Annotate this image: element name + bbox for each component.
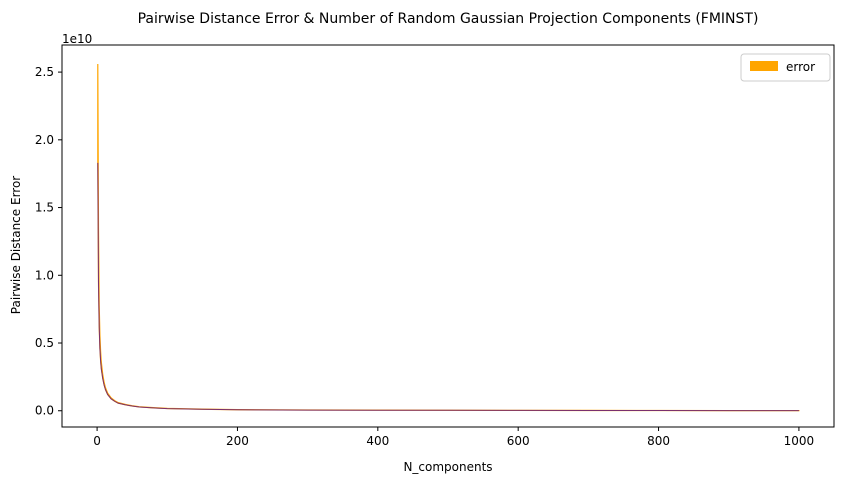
y-axis-label: Pairwise Distance Error bbox=[9, 176, 23, 315]
y-tick-label: 0.0 bbox=[35, 404, 54, 418]
y-axis-ticks: 0.0 0.5 1.0 1.5 2.0 2.5 bbox=[35, 65, 62, 418]
legend: error bbox=[740, 53, 831, 82]
y-offset-label: 1e10 bbox=[62, 32, 92, 46]
x-tick-label: 1000 bbox=[784, 434, 815, 448]
x-tick-label: 400 bbox=[366, 434, 389, 448]
x-axis-label: N_components bbox=[403, 460, 492, 474]
plot-area bbox=[97, 63, 800, 412]
y-tick-label: 0.5 bbox=[35, 336, 54, 350]
y-tick-label: 1.0 bbox=[35, 268, 54, 282]
legend-box bbox=[740, 53, 831, 82]
plot-frame bbox=[61, 44, 835, 428]
mean-line-layer bbox=[97, 162, 799, 412]
y-tick-label: 2.5 bbox=[35, 65, 54, 79]
y-tick-label: 2.0 bbox=[35, 133, 54, 147]
error-band-layer bbox=[97, 63, 800, 412]
legend-label-error: error bbox=[786, 60, 815, 74]
x-tick-label: 0 bbox=[93, 434, 101, 448]
series-error-band bbox=[97, 63, 800, 412]
x-tick-label: 600 bbox=[507, 434, 530, 448]
x-axis-ticks: 0 200 400 600 800 1000 bbox=[93, 427, 814, 448]
series-mean-line bbox=[97, 162, 799, 412]
legend-swatch-error bbox=[750, 61, 778, 71]
x-tick-label: 800 bbox=[647, 434, 670, 448]
chart-title: Pairwise Distance Error & Number of Rand… bbox=[138, 11, 759, 27]
y-tick-label: 1.5 bbox=[35, 201, 54, 215]
x-tick-label: 200 bbox=[226, 434, 249, 448]
